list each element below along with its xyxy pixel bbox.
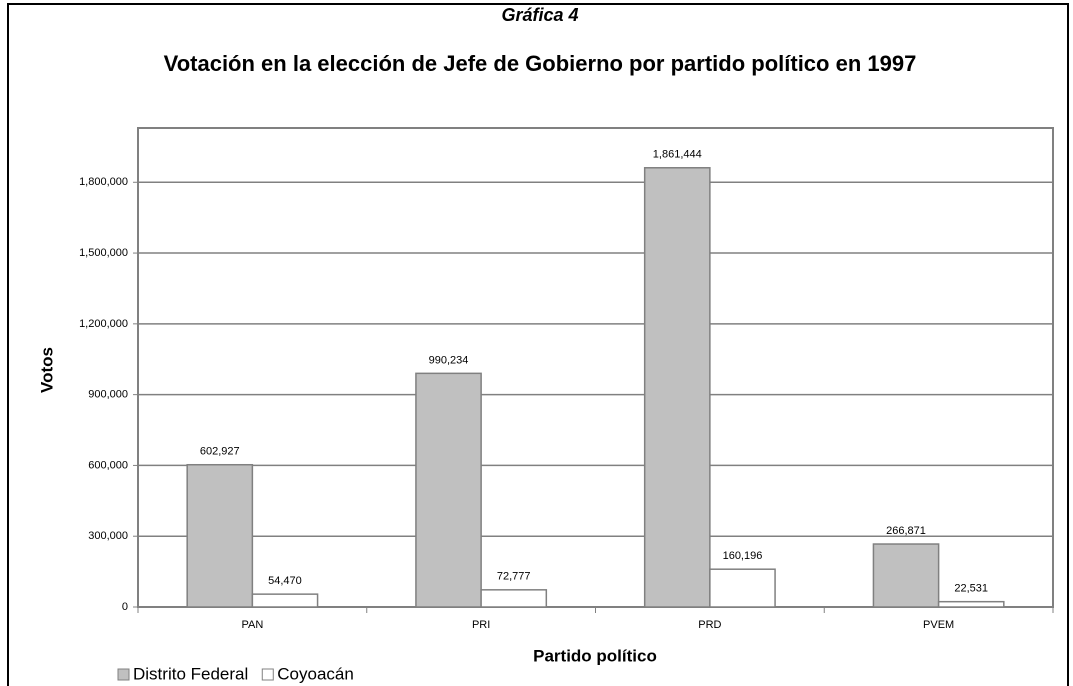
bar [186, 463, 254, 608]
chart-subtitle: Gráfica 4 [501, 5, 579, 25]
y-tick-label: 1,500,000 [79, 247, 128, 259]
frame [7, 3, 1069, 686]
bar [643, 167, 711, 608]
bar [480, 589, 548, 608]
data-label: 72,777 [497, 571, 531, 583]
data-label: 54,470 [268, 575, 302, 587]
legend-swatch [261, 668, 274, 681]
y-axis-label: Votos [37, 347, 56, 393]
data-label: 22,531 [954, 583, 988, 595]
x-axis-label: Partido político [533, 646, 657, 665]
y-tick-label: 0 [122, 601, 128, 613]
y-tick-label: 1,200,000 [79, 318, 128, 330]
legend-label: Distrito Federal [133, 664, 248, 683]
data-label: 266,871 [886, 525, 926, 537]
y-tick-label: 900,000 [88, 389, 128, 401]
data-label: 160,196 [723, 550, 763, 562]
y-tick-label: 600,000 [88, 459, 128, 471]
bar [872, 543, 940, 608]
y-tick-label: 1,800,000 [79, 176, 128, 188]
y-tick-label: 300,000 [88, 530, 128, 542]
bar [709, 568, 776, 608]
data-label: 602,927 [200, 446, 240, 458]
x-tick-label: PAN [241, 619, 263, 631]
legend-swatch [117, 668, 130, 681]
x-tick-label: PVEM [923, 619, 954, 631]
chart-title: Votación en la elección de Jefe de Gobie… [163, 51, 917, 76]
bar [415, 372, 482, 608]
bar [937, 600, 1005, 608]
x-tick-label: PRI [472, 619, 490, 631]
data-label: 990,234 [429, 354, 469, 366]
legend-label: Coyoacán [277, 664, 354, 683]
bar [251, 593, 319, 608]
data-label: 1,861,444 [653, 149, 702, 161]
x-tick-label: PRD [698, 619, 721, 631]
